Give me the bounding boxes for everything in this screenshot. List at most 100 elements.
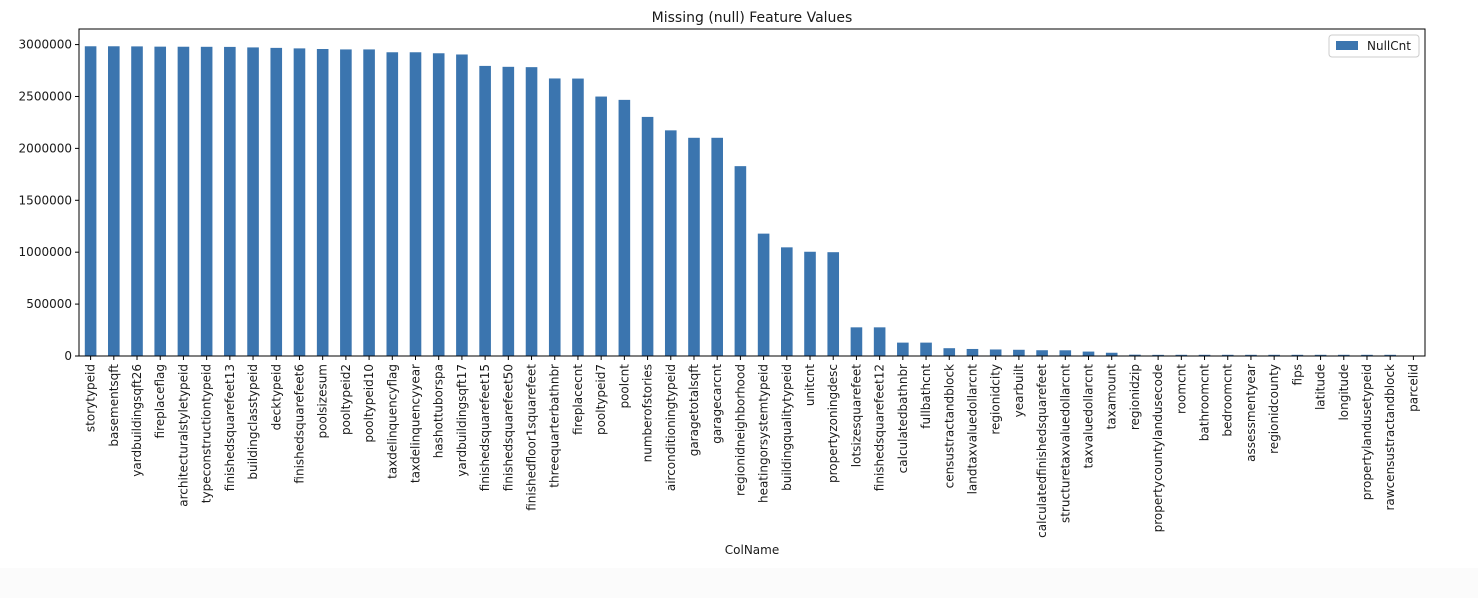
- chart-title: Missing (null) Feature Values: [652, 10, 853, 26]
- x-tick-label: yardbuildingsqft17: [455, 364, 469, 477]
- bar: [595, 96, 607, 356]
- x-tick-label: bathroomcnt: [1198, 364, 1212, 442]
- bars: [84, 46, 1396, 357]
- x-tick-label: pooltypeid2: [339, 364, 353, 435]
- x-tick-label: taxvaluedollarcnt: [1082, 364, 1096, 469]
- x-tick-label: assessmentyear: [1244, 364, 1258, 462]
- bar: [200, 46, 213, 356]
- x-tick-label: yardbuildingsqft26: [130, 364, 144, 477]
- bar: [873, 327, 886, 356]
- bar: [920, 342, 932, 356]
- y-axis: 0 500000 1000000 1500000 2000000 2500000 30000…: [19, 38, 79, 363]
- bar: [1152, 354, 1164, 356]
- x-tick-label: propertyzoningdesc: [826, 364, 840, 483]
- bar: [1059, 350, 1072, 356]
- bar: [409, 52, 422, 357]
- y-tick-label: 2500000: [19, 89, 72, 103]
- bar: [943, 348, 956, 356]
- y-tick-label: 1500000: [19, 193, 72, 207]
- x-tick-label: storytypeid: [84, 364, 98, 432]
- x-tick-label: parcelid: [1406, 364, 1420, 412]
- x-tick-label: censustractandblock: [942, 364, 956, 488]
- x-tick-label: pooltypeid10: [362, 364, 376, 443]
- bar: [247, 47, 259, 357]
- bar: [1129, 354, 1141, 356]
- x-tick-label: basementsqft: [107, 364, 121, 447]
- legend-box: [1328, 34, 1420, 58]
- x-tick-label: poolcnt: [617, 364, 631, 409]
- x-tick-label: finishedfloor1squarefeet: [525, 364, 539, 511]
- bar: [316, 49, 329, 357]
- x-tick-label: longitude: [1337, 364, 1351, 421]
- x-tick-label: finishedsquarefeet15: [478, 364, 492, 491]
- x-tick-label: architecturalstyletypeid: [176, 364, 190, 507]
- x-tick-label: buildingclasstypeid: [246, 364, 260, 480]
- bar: [1221, 354, 1234, 356]
- bar: [479, 65, 491, 356]
- x-tick-label: poolsizesum: [316, 364, 330, 438]
- y-tick-label: 500000: [26, 297, 72, 311]
- bar: [340, 49, 352, 356]
- x-tick-label: propertycountylandusecode: [1151, 364, 1165, 532]
- bar: [1175, 354, 1188, 356]
- bar: [618, 99, 631, 357]
- legend-swatch: [1336, 41, 1358, 50]
- bar: [1082, 351, 1095, 356]
- x-tick-label: fireplacecnt: [571, 364, 585, 435]
- x-tick-label: finishedsquarefeet50: [501, 364, 515, 491]
- bar: [1198, 354, 1211, 356]
- x-tick-label: regionidcity: [989, 364, 1003, 435]
- bar: [363, 49, 375, 356]
- bar: [293, 48, 306, 357]
- y-tick-label: 0: [64, 349, 72, 363]
- x-tick-label: numberofstories: [641, 364, 655, 462]
- bar: [757, 233, 770, 356]
- bar: [1384, 354, 1396, 356]
- x-tick-label: rawcensustractandblock: [1383, 364, 1397, 511]
- bar: [711, 137, 723, 356]
- bar: [456, 54, 468, 357]
- x-tick-label: roomcnt: [1174, 364, 1188, 414]
- x-tick-label: garagecarcnt: [710, 364, 724, 444]
- bar: [548, 78, 561, 356]
- bar: [1013, 349, 1025, 356]
- bar: [108, 46, 120, 357]
- x-tick-label: regionidcounty: [1267, 364, 1281, 454]
- bar: [1314, 354, 1327, 356]
- bar: [1337, 354, 1350, 356]
- bar: [502, 66, 515, 356]
- x-tick-label: regionidzip: [1128, 364, 1142, 430]
- plot-frame: [78, 28, 1426, 357]
- bar: [734, 166, 747, 356]
- x-tick-label: latitude: [1314, 364, 1328, 410]
- x-tick-label: fireplaceflag: [153, 364, 167, 438]
- bar: [1105, 352, 1118, 356]
- x-tick-label: taxdelinquencyyear: [409, 364, 423, 483]
- x-tick-label: finishedsquarefeet12: [873, 364, 887, 491]
- y-tick-label: 1000000: [19, 245, 72, 259]
- x-tick-label: heatingorsystemtypeid: [757, 364, 771, 503]
- bar: [154, 46, 167, 357]
- x-tick-label: garagetotalsqft: [687, 364, 701, 457]
- x-tick-label: structuretaxvaluedollarcnt: [1058, 364, 1072, 523]
- x-tick-label: yearbuilt: [1012, 364, 1026, 418]
- bar: [432, 53, 445, 357]
- bar: [966, 348, 979, 356]
- legend-label: NullCnt: [1367, 39, 1411, 53]
- bar: [131, 46, 143, 357]
- bar: [386, 52, 399, 357]
- bar: [827, 252, 840, 356]
- bar: [897, 342, 909, 356]
- bar: [224, 46, 236, 357]
- x-tick-label: fullbathcnt: [919, 364, 933, 429]
- x-tick-label: decktypeid: [269, 364, 283, 430]
- x-tick-label: finishedsquarefeet13: [223, 364, 237, 491]
- x-tick-label: threequarterbathnbr: [548, 364, 562, 488]
- bar: [572, 78, 584, 357]
- x-tick-label: lotsizesquarefeet: [849, 364, 863, 468]
- bar: [989, 349, 1002, 356]
- bar: [641, 116, 654, 356]
- bar: [177, 46, 190, 357]
- bar: [781, 247, 793, 356]
